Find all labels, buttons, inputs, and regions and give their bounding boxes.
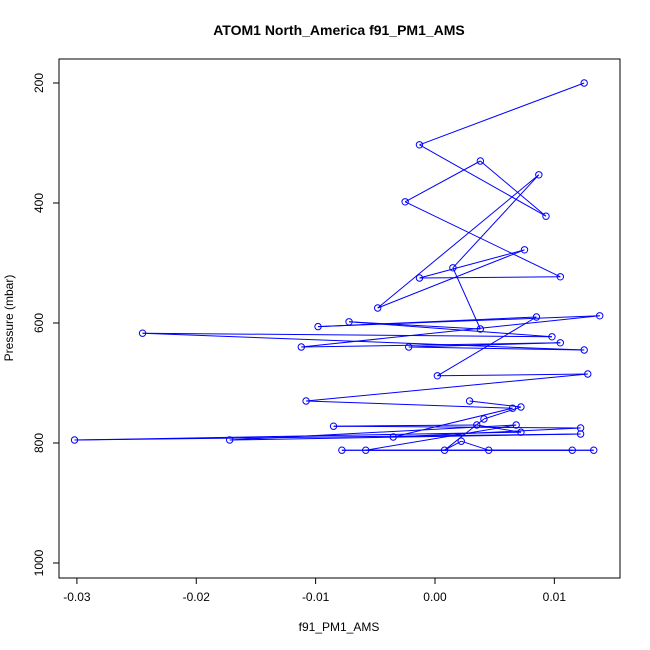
series-segment [444, 418, 485, 451]
data-point [517, 428, 525, 436]
series-segment [377, 249, 525, 309]
data-point [590, 446, 598, 454]
series-segment [483, 406, 522, 420]
data-point [297, 343, 306, 351]
series-segment [306, 373, 588, 402]
data-point [520, 246, 529, 254]
data-point [580, 79, 588, 87]
data-point [465, 397, 474, 405]
series-segment [419, 144, 547, 217]
data-point [225, 436, 234, 444]
data-point [302, 397, 310, 405]
data-point [449, 264, 457, 272]
series-segment [301, 342, 561, 348]
data-point [338, 446, 346, 454]
data-point [373, 304, 382, 312]
data-point [532, 313, 541, 321]
series-segment [437, 316, 537, 377]
series-segment [142, 332, 585, 351]
x-axis: -0.03 -0.02 -0.01 0.00 0.01 [63, 577, 567, 604]
series-segment [461, 440, 489, 451]
data-point [508, 404, 517, 412]
series-segment [377, 174, 540, 309]
series-segment [142, 332, 552, 338]
x-tick-label: -0.03 [63, 590, 91, 604]
series-segment [452, 267, 481, 330]
x-tick-label: -0.01 [302, 590, 330, 604]
data-point [556, 339, 565, 347]
series-segment [306, 400, 513, 409]
y-axis: 200 400 600 800 1000 [32, 73, 60, 576]
chart-title: ATOM1 North_America f91_PM1_AMS [213, 22, 465, 38]
data-point [480, 415, 488, 423]
data-point [138, 329, 147, 337]
series-segment [317, 316, 537, 328]
y-tick-label: 400 [32, 193, 46, 213]
data-point [580, 346, 588, 354]
data-point [476, 325, 485, 333]
series-segment [333, 425, 581, 429]
data-point [440, 446, 449, 454]
series-segment [229, 424, 517, 441]
series-segment [469, 400, 521, 408]
data-point [576, 430, 585, 438]
series-segment [365, 424, 517, 451]
data-point [415, 141, 424, 149]
series-segment [404, 201, 561, 278]
series-lines [74, 82, 600, 451]
data-point [457, 437, 465, 445]
data-point [542, 212, 550, 220]
data-point [70, 436, 79, 444]
data-point [548, 333, 556, 341]
series-segment [301, 315, 600, 348]
data-point [329, 422, 338, 430]
series-segment [452, 174, 540, 269]
data-point [401, 198, 409, 206]
series-segment [404, 160, 481, 203]
data-point [314, 322, 322, 331]
series-segment [419, 82, 585, 146]
x-tick-label: 0.00 [423, 590, 447, 604]
series-segment [419, 276, 561, 279]
data-point [584, 370, 592, 378]
data-point [476, 157, 485, 165]
data-point [405, 343, 413, 351]
data-point [362, 446, 370, 454]
x-tick-label: -0.02 [183, 590, 211, 604]
y-tick-label: 1000 [32, 549, 46, 576]
data-point [389, 433, 397, 441]
series-segment [393, 407, 513, 438]
series-points [70, 79, 604, 454]
x-axis-label: f91_PM1_AMS [299, 620, 380, 634]
data-point [596, 312, 604, 320]
data-point [433, 372, 442, 380]
data-point [568, 446, 576, 454]
series-segment [419, 249, 525, 279]
data-point [535, 171, 543, 179]
data-point [473, 421, 481, 429]
x-tick-label: 0.01 [543, 590, 567, 604]
y-axis-label: Pressure (mbar) [2, 275, 16, 362]
series-segment [333, 424, 477, 427]
y-tick-label: 200 [32, 73, 46, 93]
y-tick-label: 600 [32, 313, 46, 333]
data-point [517, 403, 525, 411]
data-point [485, 446, 493, 454]
data-point [512, 421, 520, 429]
series-segment [480, 160, 547, 217]
data-point [345, 318, 353, 326]
y-tick-label: 800 [32, 433, 46, 453]
data-point [415, 274, 424, 282]
data-point [556, 273, 565, 281]
series-segment [408, 346, 585, 351]
series-segment [437, 373, 588, 377]
